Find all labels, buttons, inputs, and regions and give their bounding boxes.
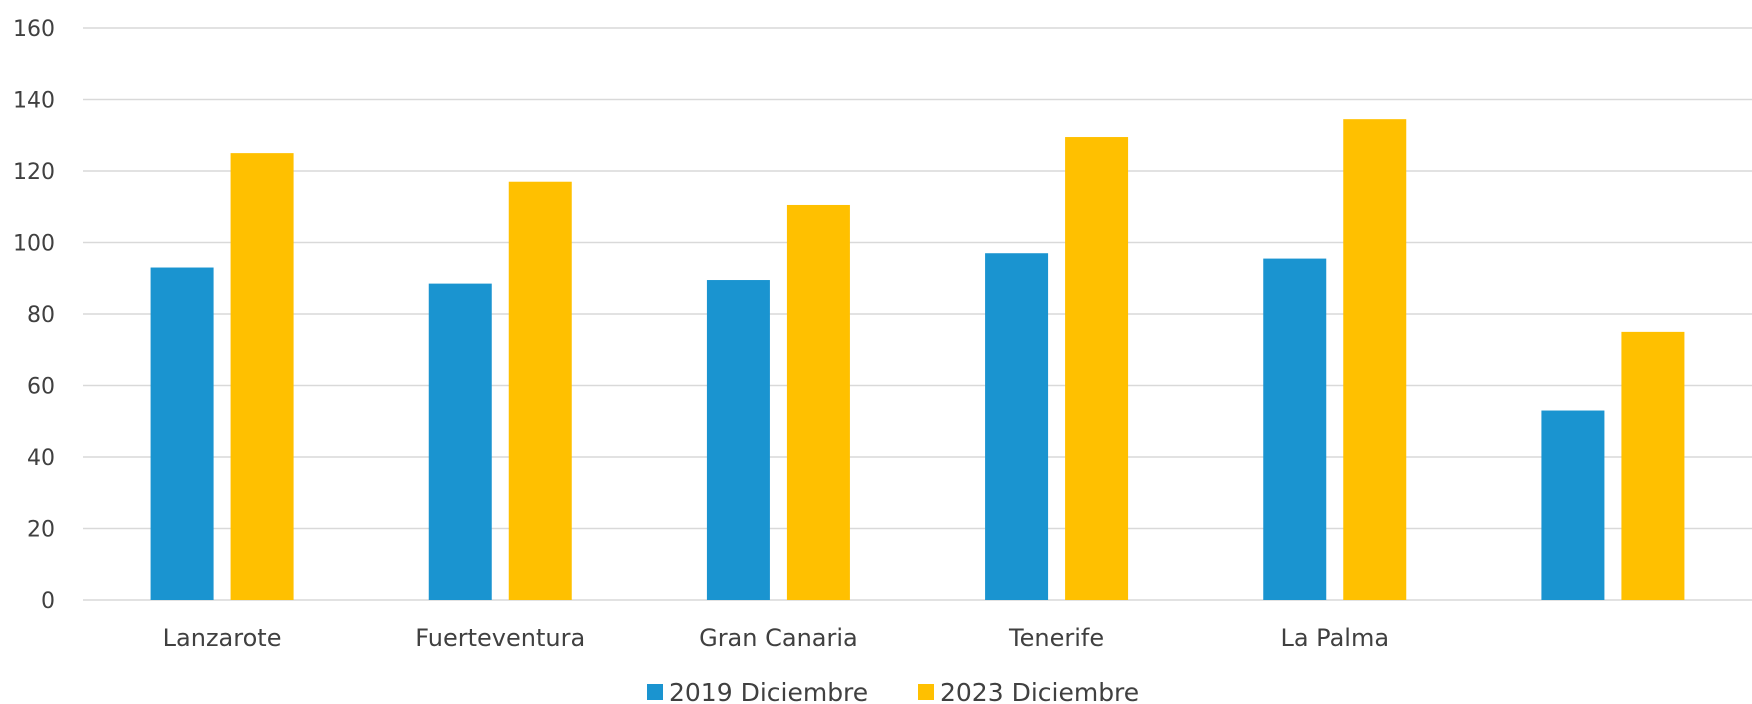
- y-tick-label: 100: [13, 232, 55, 257]
- legend: 2019 Diciembre 2023 Diciembre: [647, 678, 1139, 704]
- x-category-label: Fuerteventura: [415, 624, 585, 652]
- category-labels: Lanzarote Fuerteventura Gran Canaria Teneri…: [163, 624, 1389, 652]
- bar-series-2023: [508, 181, 572, 600]
- x-category-label: Lanzarote: [163, 624, 282, 652]
- bar-series-2019: [150, 267, 214, 600]
- bar-series-2023: [1065, 137, 1129, 600]
- bar-series-2019: [1541, 410, 1605, 600]
- y-tick-label: 120: [13, 160, 55, 185]
- bar-series-2019: [706, 280, 770, 600]
- x-category-label: Gran Canaria: [699, 624, 858, 652]
- bar-series-2019: [1263, 258, 1327, 600]
- legend-label: 2019 Diciembre: [669, 678, 868, 704]
- gridlines: [83, 27, 1752, 530]
- y-tick-label: 20: [27, 518, 55, 543]
- y-axis-ticks: 0 20 40 60 80 100 120 140 160: [13, 17, 55, 614]
- y-tick-label: 80: [27, 303, 55, 328]
- y-tick-label: 60: [27, 375, 55, 400]
- bar-series-2019: [985, 253, 1049, 600]
- y-tick-label: 160: [13, 17, 55, 42]
- x-category-label: La Palma: [1280, 624, 1389, 652]
- bar-series-2023: [786, 204, 850, 600]
- bar-series-2023: [1343, 119, 1407, 600]
- bars: [150, 119, 1685, 600]
- y-tick-label: 0: [41, 589, 55, 614]
- bar-series-2019: [428, 283, 492, 600]
- y-tick-label: 140: [13, 89, 55, 114]
- bar-series-2023: [1621, 331, 1685, 600]
- bar-series-2023: [230, 153, 294, 600]
- y-tick-label: 40: [27, 446, 55, 471]
- legend-swatch: [918, 684, 934, 700]
- legend-label: 2023 Diciembre: [940, 678, 1139, 704]
- x-category-label: Tenerife: [1008, 624, 1104, 652]
- legend-swatch: [647, 684, 663, 700]
